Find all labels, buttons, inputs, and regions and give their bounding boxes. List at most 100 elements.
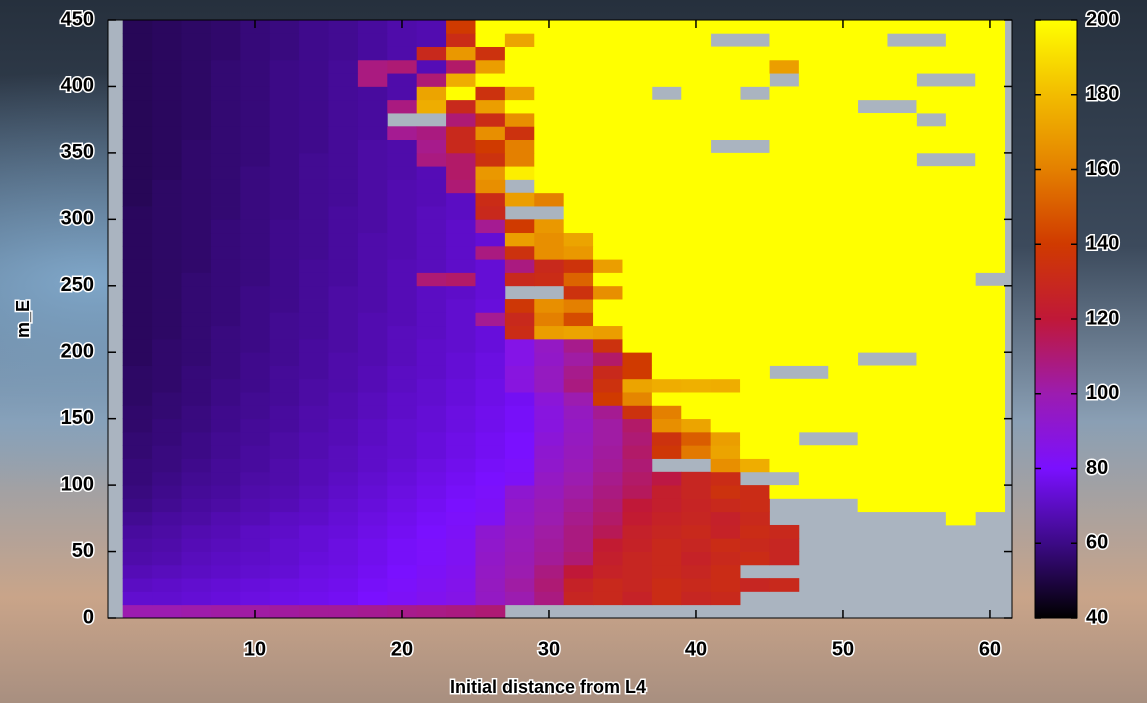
heat-cell <box>181 179 211 193</box>
heat-cell <box>593 126 623 140</box>
heat-cell <box>711 352 741 366</box>
heat-cell <box>358 459 388 473</box>
heat-cell <box>417 299 447 313</box>
heat-cell <box>711 246 741 260</box>
heat-cell <box>828 86 858 100</box>
heat-cell <box>446 525 476 539</box>
heat-cell <box>652 233 682 247</box>
heat-cell <box>328 299 358 313</box>
heat-cell <box>534 459 564 473</box>
heat-cell <box>681 552 711 566</box>
heat-cell <box>152 605 182 619</box>
x-tick-label: 50 <box>832 638 854 660</box>
heat-cell <box>799 272 829 286</box>
heat-cell <box>593 432 623 446</box>
heat-cell <box>299 312 329 326</box>
heat-cell <box>152 419 182 433</box>
heat-cell <box>799 179 829 193</box>
heat-cell <box>828 113 858 127</box>
heat-cell <box>740 60 770 74</box>
heat-cell <box>211 512 241 526</box>
heat-cell <box>975 459 1005 473</box>
heat-cell <box>975 339 1005 353</box>
heat-cell <box>387 578 417 592</box>
heat-cell <box>152 179 182 193</box>
heat-cell <box>446 591 476 605</box>
heat-cell <box>887 445 917 459</box>
heat-cell <box>328 459 358 473</box>
heat-cell <box>534 219 564 233</box>
heat-cell <box>475 485 505 499</box>
heat-cell <box>387 179 417 193</box>
heat-cell <box>799 86 829 100</box>
heat-cell <box>593 219 623 233</box>
heat-cell <box>652 33 682 47</box>
heat-cell <box>270 552 300 566</box>
heat-cell <box>446 73 476 87</box>
heat-cell <box>916 472 946 486</box>
heat-cell <box>711 326 741 340</box>
heat-cell <box>181 405 211 419</box>
heat-cell <box>799 286 829 300</box>
heat-cell <box>123 405 153 419</box>
heat-cell <box>828 392 858 406</box>
heat-cell <box>622 405 652 419</box>
heat-cell <box>564 578 594 592</box>
heat-cell <box>387 459 417 473</box>
heat-cell <box>564 419 594 433</box>
heat-cell <box>740 233 770 247</box>
heat-cell <box>593 60 623 74</box>
heat-cell <box>946 405 976 419</box>
heat-cell <box>181 126 211 140</box>
heat-cell <box>593 272 623 286</box>
heat-cell <box>740 47 770 61</box>
heat-cell <box>769 206 799 220</box>
heat-cell <box>152 512 182 526</box>
heat-cell <box>358 140 388 154</box>
heat-cell <box>975 445 1005 459</box>
heat-cell <box>564 538 594 552</box>
heat-cell <box>181 512 211 526</box>
heat-cell <box>652 246 682 260</box>
heat-cell <box>328 166 358 180</box>
heat-cell <box>505 47 535 61</box>
heat-cell <box>417 591 447 605</box>
heat-cell <box>711 591 741 605</box>
heat-cell <box>387 100 417 114</box>
heat-cell <box>916 193 946 207</box>
heat-cell <box>975 326 1005 340</box>
heat-cell <box>505 166 535 180</box>
heat-cell <box>622 472 652 486</box>
heat-cell <box>475 259 505 273</box>
heat-cell <box>681 73 711 87</box>
heat-cell <box>417 259 447 273</box>
heat-cell <box>446 100 476 114</box>
heat-cell <box>475 272 505 286</box>
heat-cell <box>387 126 417 140</box>
heat-cell <box>946 206 976 220</box>
heat-cell <box>181 419 211 433</box>
heat-cell <box>417 366 447 380</box>
heat-cell <box>181 47 211 61</box>
heat-cell <box>652 179 682 193</box>
heat-cell <box>505 472 535 486</box>
heat-cell <box>534 352 564 366</box>
x-axis-label: Initial distance from L4 <box>450 677 646 697</box>
heat-cell <box>299 86 329 100</box>
heat-cell <box>475 565 505 579</box>
heat-cell <box>475 100 505 114</box>
heat-cell <box>593 140 623 154</box>
heat-cell <box>858 405 888 419</box>
heat-cell <box>475 113 505 127</box>
heat-cell <box>769 60 799 74</box>
heat-cell <box>270 86 300 100</box>
heat-cell <box>858 126 888 140</box>
heat-cell <box>358 565 388 579</box>
heat-cell <box>769 525 799 539</box>
heat-cell <box>475 153 505 167</box>
heat-cell <box>270 538 300 552</box>
heat-cell <box>711 552 741 566</box>
heat-cell <box>887 179 917 193</box>
heat-cell <box>240 206 270 220</box>
heat-cell <box>593 459 623 473</box>
